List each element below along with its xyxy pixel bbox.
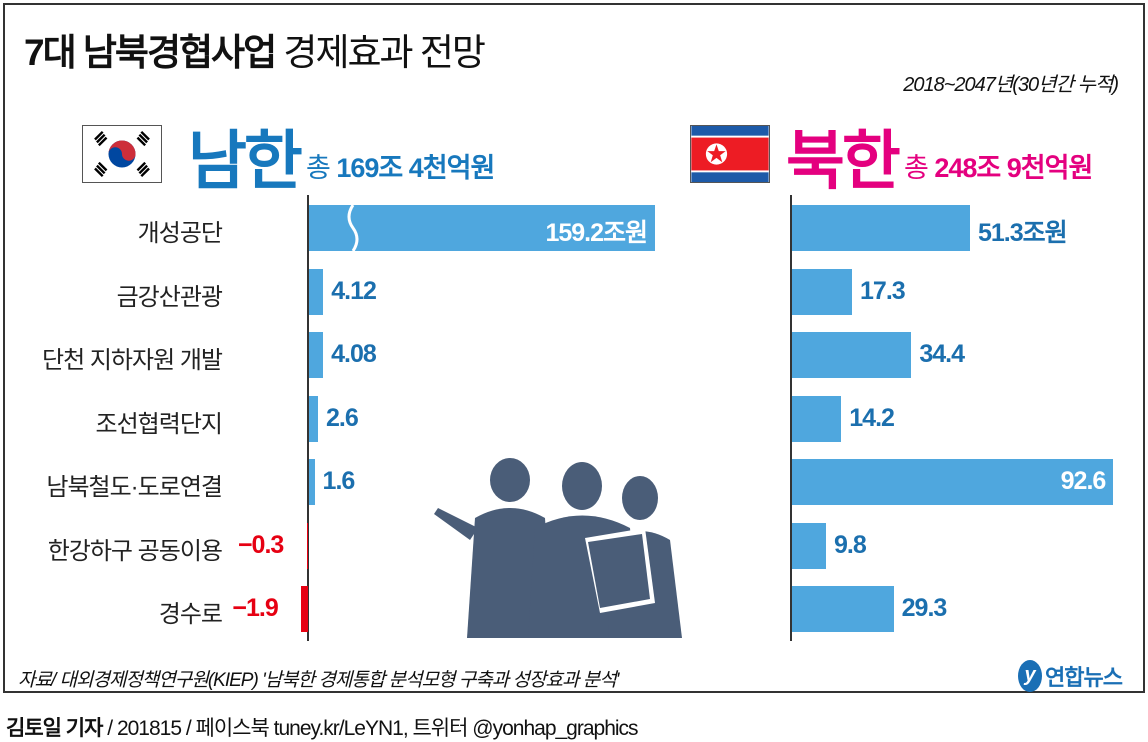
category-label: 금강산관광	[116, 283, 223, 311]
credit-rest: / 201815 / 페이스북 tuney.kr/LeYN1, 트위터 @yon…	[102, 717, 638, 740]
bar-north	[792, 522, 826, 569]
value-label: 17.3	[860, 276, 906, 305]
category-label: 한강하구 공동이용	[47, 537, 223, 565]
yonhap-logo-icon: y	[1018, 660, 1042, 692]
value-label: 9.8	[834, 530, 867, 559]
bar-south	[309, 459, 315, 505]
value-label: 4.08	[331, 340, 377, 368]
bar-north	[792, 268, 853, 315]
category-label: 남북철도·도로연결	[46, 474, 223, 501]
logo-text: 연합뉴스	[1045, 665, 1123, 690]
bar-south	[309, 268, 324, 315]
value-label: −0.3	[237, 530, 284, 559]
total-prefix: 총	[904, 153, 929, 183]
bar-south	[306, 522, 308, 569]
value-label: 29.3	[901, 594, 948, 622]
bar-north	[792, 205, 970, 251]
business-people-silhouette-icon	[434, 458, 682, 638]
bar-south	[309, 395, 319, 442]
category-label: 단천 지하자원 개발	[42, 347, 223, 374]
south-korea-flag-icon	[82, 125, 162, 183]
period-note: 2018~2047년(30년간 누적)	[903, 74, 1119, 96]
north-total: 총 248조 9천억원	[904, 146, 1093, 185]
credit-line: 김토일 기자 / 201815 / 페이스북 tuney.kr/LeYN1, 트…	[6, 712, 639, 742]
north-label: 북한	[786, 125, 901, 197]
credit-author: 김토일 기자	[6, 717, 103, 740]
value-label: 34.4	[919, 340, 965, 368]
value-label: 1.6	[322, 467, 356, 495]
value-label: 14.2	[849, 403, 895, 432]
bar-north	[792, 586, 894, 632]
value-label: 2.6	[326, 403, 359, 432]
south-total: 총 169조 4천억원	[306, 146, 495, 185]
value-label: 4.12	[331, 276, 377, 305]
north-axis	[790, 195, 792, 641]
value-label: −1.9	[232, 594, 278, 622]
bar-south	[309, 332, 324, 378]
source-note: 자료/ 대외경제정책연구원(KIEP) '남북한 경제통합 분석모형 구축과 성…	[18, 670, 619, 691]
title-bold: 7대 남북경협사업	[24, 32, 277, 73]
bar-north	[792, 395, 842, 442]
yonhap-logo: y 연합뉴스	[1018, 660, 1123, 692]
bar-south	[301, 586, 308, 632]
axis-break-icon	[347, 205, 359, 251]
chart-title: 7대 남북경협사업 경제효과 전망	[24, 22, 486, 76]
south-label: 남한	[188, 125, 303, 197]
total-value: 169조 4천억원	[336, 153, 495, 183]
category-label: 조선협력단지	[95, 410, 223, 438]
south-axis	[307, 195, 309, 641]
category-label: 경수로	[158, 601, 223, 628]
value-label: 51.3조원	[978, 219, 1068, 247]
total-prefix: 총	[306, 153, 331, 183]
title-light: 경제효과 전망	[283, 32, 486, 73]
bar-south	[309, 205, 655, 251]
chart-frame	[3, 3, 1145, 693]
category-label: 개성공단	[137, 220, 223, 247]
bar-north	[792, 332, 912, 378]
value-label: 159.2조원	[545, 219, 648, 247]
bar-north	[792, 459, 1114, 505]
value-label: 92.6	[1060, 467, 1107, 495]
north-korea-flag-icon	[690, 125, 770, 183]
total-value: 248조 9천억원	[934, 153, 1093, 183]
